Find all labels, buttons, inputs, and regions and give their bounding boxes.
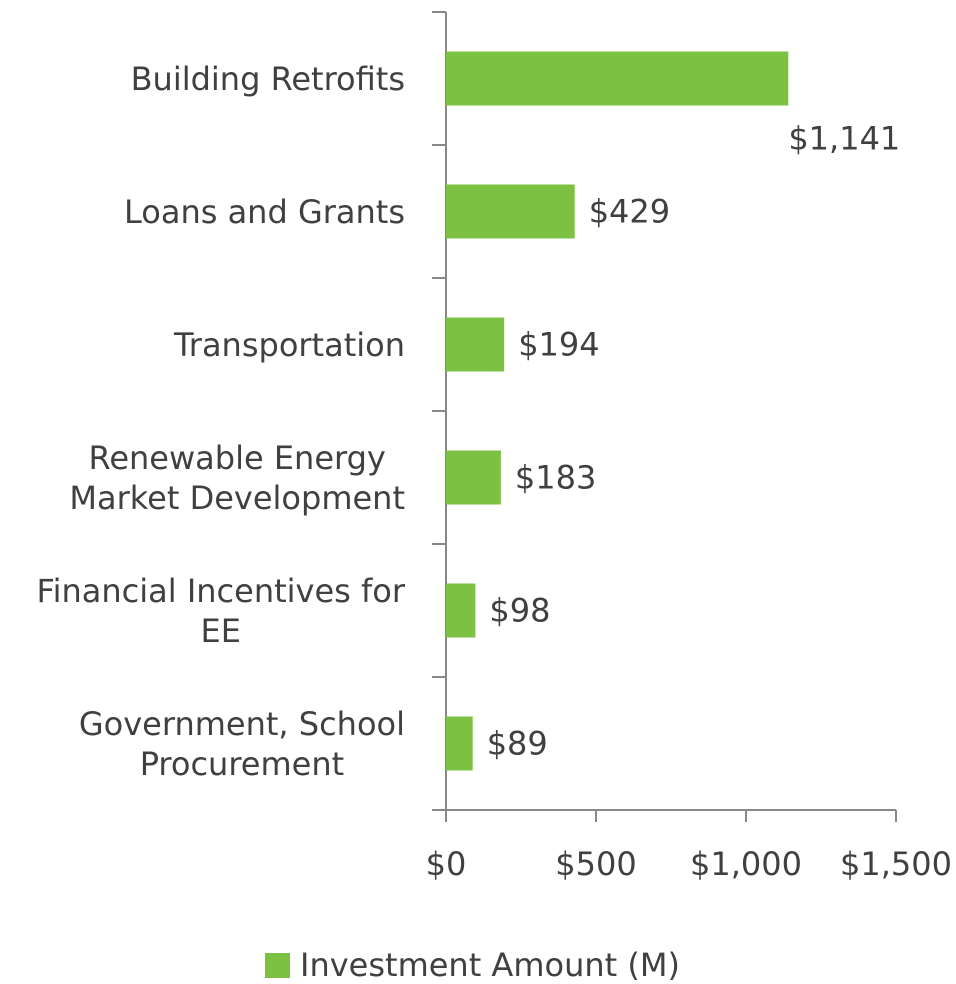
legend-label: Investment Amount (M) [300,946,680,984]
y-tick-label: Loans and Grants [123,192,405,231]
x-tick-label: $1,500 [840,845,952,883]
y-tick-label: Building Retrofits [130,59,405,98]
y-tick-label: Renewable Energy Market Development [69,438,405,517]
y-tick-label: Transportation [173,325,405,364]
bar [446,51,789,106]
data-label: $194 [518,326,599,364]
y-tick-label: Government, School Procurement [78,704,405,783]
data-label: $183 [515,459,596,497]
data-label: $429 [589,193,670,231]
x-tick-label: $0 [426,845,467,883]
y-tick-label: Financial Incentives for EE [36,571,405,650]
data-label: $89 [487,725,548,763]
bar [446,716,473,771]
bar [446,583,476,638]
legend-swatch [265,953,290,978]
data-label: $1,141 [788,120,900,158]
bar [446,184,575,239]
x-tick-label: $1,000 [690,845,802,883]
x-tick-label: $500 [555,845,636,883]
data-label: $98 [489,592,550,630]
bar [446,317,505,372]
bar [446,450,501,505]
